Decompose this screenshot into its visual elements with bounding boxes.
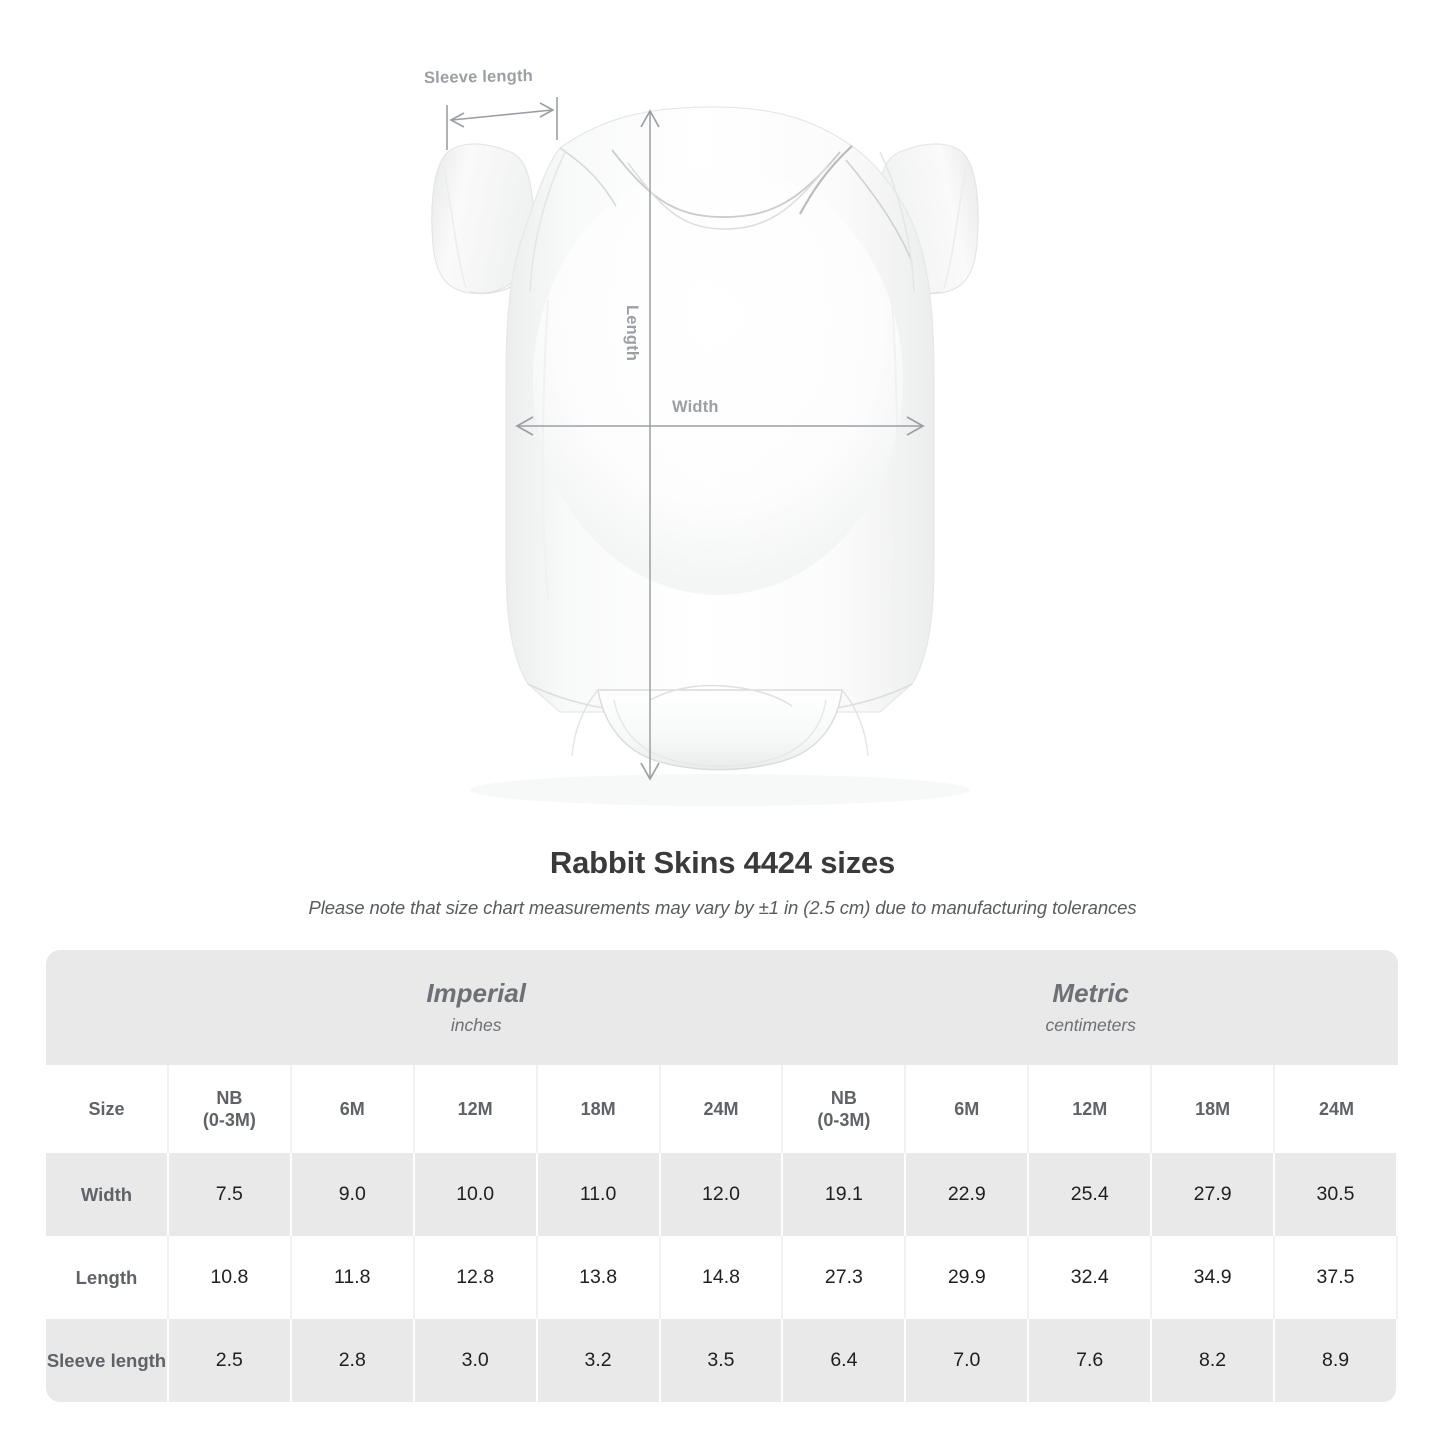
group-unit-metric: centimeters [1045, 1014, 1136, 1035]
cell-length-metric-12m: 32.4 [1029, 1236, 1153, 1319]
right-armhole-seam [879, 151, 915, 293]
cell-sleeve-metric-nb: 6.4 [783, 1319, 907, 1402]
sleeve-arrow-left [449, 112, 465, 128]
cell-width-imperial-6m: 9.0 [291, 1153, 415, 1236]
snap-panel-upper-fold [649, 684, 793, 707]
cell-sleeve-imperial-6m: 2.8 [291, 1319, 415, 1402]
left-sleeve-fold [442, 164, 467, 289]
length-annotation-label: Length [623, 305, 641, 362]
row-label-length: Length [46, 1236, 169, 1319]
group-unit-imperial: inches [450, 1014, 502, 1035]
group-header-spacer [46, 950, 169, 1065]
cell-width-imperial-12m: 10.0 [414, 1153, 538, 1236]
cell-length-imperial-nb: 10.8 [168, 1236, 292, 1319]
sleeve-measure-line [451, 109, 553, 121]
cell-length-metric-nb: 27.3 [783, 1236, 907, 1319]
left-sleeve [431, 143, 535, 294]
right-gusset-edge [841, 689, 869, 757]
table-row: Width 7.5 9.0 10.0 11.0 12.0 19.1 22.9 2… [46, 1153, 1398, 1236]
size-header-metric-24m: 24M [1275, 1065, 1398, 1153]
left-gusset-edge [571, 689, 599, 757]
cell-width-metric-6m: 22.9 [906, 1153, 1030, 1236]
neck-opening-outer [611, 149, 841, 218]
right-sleeve-fold [943, 164, 968, 289]
size-header-metric-6m: 6M [906, 1065, 1030, 1153]
size-header-imperial-24m: 24M [660, 1065, 784, 1153]
size-header-line2: (0-3M) [817, 1110, 871, 1130]
size-header-metric-18m: 18M [1152, 1065, 1276, 1153]
size-header-line1: NB [830, 1087, 857, 1108]
size-header-row: Size NB (0-3M) 6M 12M 18M 24M NB (0-3M) … [46, 1065, 1398, 1153]
cell-length-metric-18m: 34.9 [1152, 1236, 1276, 1319]
cell-width-metric-24m: 30.5 [1275, 1153, 1398, 1236]
size-header-imperial-6m: 6M [291, 1065, 415, 1153]
size-header-imperial-12m: 12M [414, 1065, 538, 1153]
cell-length-imperial-6m: 11.8 [291, 1236, 415, 1319]
right-shoulder-lap-seam [799, 145, 853, 215]
unit-group-header-row: Imperial inches Metric centimeters [46, 950, 1398, 1065]
page-title: Rabbit Skins 4424 sizes [549, 845, 896, 880]
row-label-sleeve-length: Sleeve length [46, 1319, 169, 1402]
cell-width-metric-12m: 25.4 [1029, 1153, 1153, 1236]
table-row: Sleeve length 2.5 2.8 3.0 3.2 3.5 6.4 7.… [46, 1319, 1398, 1402]
row-label-width: Width [46, 1153, 169, 1236]
cell-length-imperial-18m: 13.8 [537, 1236, 661, 1319]
cell-sleeve-imperial-18m: 3.2 [537, 1319, 661, 1402]
size-header-metric-12m: 12M [1029, 1065, 1153, 1153]
garment-shadow [470, 774, 970, 806]
width-arrow-left [515, 416, 534, 436]
left-armhole-seam [529, 149, 567, 293]
size-header-imperial-nb: NB (0-3M) [168, 1065, 292, 1153]
cell-width-imperial-18m: 11.0 [537, 1153, 661, 1236]
right-shoulder-fold [845, 159, 913, 263]
group-header-imperial: Imperial inches [168, 950, 784, 1065]
size-header-line1: NB [216, 1087, 243, 1108]
cell-sleeve-imperial-nb: 2.5 [168, 1319, 292, 1402]
cell-sleeve-metric-12m: 7.6 [1029, 1319, 1153, 1402]
bodysuit-illustration-svg [431, 97, 979, 806]
cell-length-imperial-12m: 12.8 [414, 1236, 538, 1319]
product-illustration: Sleeve length Length Width [423, 66, 979, 806]
sleeve-length-annotation-label: Sleeve length [423, 66, 534, 88]
cell-length-metric-24m: 37.5 [1275, 1236, 1398, 1319]
right-body-fold [891, 299, 899, 601]
size-header-line2: (0-3M) [202, 1110, 256, 1130]
snap-panel-topstitch [613, 699, 827, 767]
chest-highlight [533, 165, 903, 595]
cell-sleeve-metric-24m: 8.9 [1275, 1319, 1398, 1402]
cell-width-metric-18m: 27.9 [1152, 1153, 1276, 1236]
cell-sleeve-metric-18m: 8.2 [1152, 1319, 1276, 1402]
cell-width-imperial-24m: 12.0 [660, 1153, 784, 1236]
group-header-metric: Metric centimeters [783, 950, 1398, 1065]
cell-sleeve-imperial-12m: 3.0 [414, 1319, 538, 1402]
size-corner-header: Size [46, 1065, 169, 1153]
cell-sleeve-imperial-24m: 3.5 [660, 1319, 784, 1402]
crotch-snap-panel [597, 689, 843, 771]
size-chart-table: Imperial inches Metric centimeters Size … [46, 950, 1398, 1402]
width-arrow-right [906, 416, 925, 436]
cell-length-metric-6m: 29.9 [906, 1236, 1030, 1319]
neck-opening-inner [627, 162, 829, 230]
size-chart-container: Imperial inches Metric centimeters Size … [46, 950, 1398, 1402]
length-arrow-bottom [640, 762, 660, 781]
cell-sleeve-metric-6m: 7.0 [906, 1319, 1030, 1402]
left-shoulder-seam [559, 147, 617, 207]
length-arrow-top [640, 109, 660, 128]
width-annotation-label: Width [672, 398, 719, 416]
sleeve-arrow-right [539, 102, 555, 118]
tolerance-note: Please note that size chart measurements… [308, 897, 1137, 918]
size-header-imperial-18m: 18M [537, 1065, 661, 1153]
cell-width-imperial-nb: 7.5 [168, 1153, 292, 1236]
cell-length-imperial-24m: 14.8 [660, 1236, 784, 1319]
left-body-fold [541, 299, 549, 601]
chart-title-block: Rabbit Skins 4424 sizes Please note that… [0, 845, 1445, 919]
group-name-metric: Metric [1052, 978, 1129, 1009]
cell-width-metric-nb: 19.1 [783, 1153, 907, 1236]
group-name-imperial: Imperial [426, 978, 527, 1009]
table-row: Length 10.8 11.8 12.8 13.8 14.8 27.3 29.… [46, 1236, 1398, 1319]
size-header-metric-nb: NB (0-3M) [783, 1065, 907, 1153]
